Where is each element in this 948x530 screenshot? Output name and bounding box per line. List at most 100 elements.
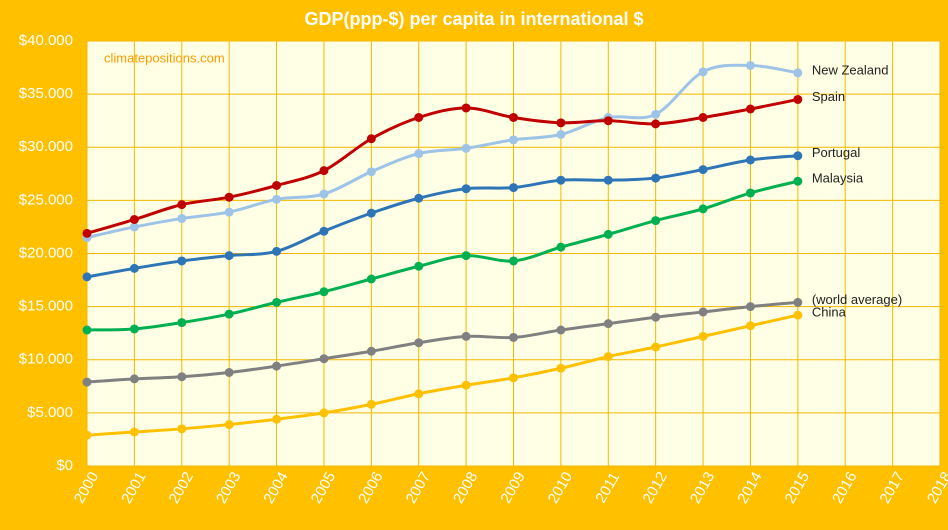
series-line <box>86 97 799 235</box>
y-tick-label: $20.000 <box>19 244 73 261</box>
data-point <box>698 165 708 175</box>
data-point <box>319 287 329 297</box>
data-point <box>556 130 566 139</box>
data-point <box>129 215 139 224</box>
data-point <box>603 319 613 329</box>
data-point <box>461 143 471 153</box>
data-point <box>461 103 471 113</box>
data-point <box>461 184 471 194</box>
data-point <box>556 363 566 373</box>
x-tick-label: 2010 <box>545 469 576 506</box>
data-point <box>366 134 376 144</box>
data-point <box>698 204 708 214</box>
y-tick-label: $40.000 <box>19 32 73 49</box>
data-point <box>556 325 566 335</box>
data-point <box>509 113 518 122</box>
series-label: (world average) <box>812 292 902 307</box>
data-point <box>509 135 518 145</box>
data-point <box>366 399 376 409</box>
data-point <box>177 213 187 223</box>
data-point <box>82 430 92 440</box>
series-label: Malaysia <box>812 171 864 186</box>
data-point <box>509 256 518 266</box>
data-point <box>366 208 376 218</box>
y-tick-label: $10.000 <box>19 351 73 368</box>
data-point <box>793 310 803 320</box>
data-point <box>745 321 755 331</box>
x-tick-label: 2013 <box>687 469 718 506</box>
data-point <box>129 374 139 384</box>
data-point <box>603 229 613 239</box>
x-tick-label: 2001 <box>118 469 149 506</box>
data-point <box>698 331 708 341</box>
data-point <box>651 312 661 322</box>
data-point <box>745 155 755 165</box>
data-point <box>651 342 661 352</box>
data-point <box>793 151 803 161</box>
data-point <box>509 373 518 383</box>
x-tick-label: 2003 <box>213 469 244 506</box>
data-point <box>414 193 424 203</box>
series-line <box>86 313 799 437</box>
data-point <box>272 246 282 256</box>
data-point <box>603 352 613 362</box>
data-point <box>177 318 187 328</box>
data-point <box>319 226 329 236</box>
data-point <box>651 109 661 119</box>
series-line <box>86 63 799 240</box>
data-point <box>556 118 566 128</box>
data-point <box>366 274 376 284</box>
data-point <box>556 242 566 252</box>
data-point <box>698 307 708 317</box>
data-point <box>414 389 424 399</box>
y-tick-label: $5.000 <box>27 404 73 421</box>
data-point <box>461 331 471 341</box>
x-tick-label: 2015 <box>782 469 813 506</box>
series-line <box>86 179 799 332</box>
y-tick-label: $25.000 <box>19 191 73 208</box>
data-point <box>414 149 424 159</box>
series-label: New Zealand <box>812 62 889 77</box>
data-point <box>272 297 282 307</box>
data-point <box>745 104 755 114</box>
data-point <box>177 424 187 434</box>
series-label: China <box>812 305 847 320</box>
x-tick-label: 2018 <box>924 469 948 506</box>
x-tick-label: 2008 <box>450 469 481 506</box>
x-tick-label: 2005 <box>308 469 339 506</box>
data-point <box>224 368 234 377</box>
data-point <box>319 408 329 418</box>
data-point <box>793 176 803 186</box>
data-point <box>414 338 424 348</box>
x-tick-label: 2012 <box>640 469 671 506</box>
data-point <box>366 167 376 177</box>
data-point <box>129 263 139 273</box>
data-point <box>319 166 329 176</box>
data-point <box>793 68 803 78</box>
data-point <box>461 380 471 390</box>
data-point <box>224 420 234 430</box>
data-point <box>414 113 424 122</box>
y-tick-label: $0 <box>56 457 73 474</box>
data-point <box>793 297 803 307</box>
y-tick-label: $30.000 <box>19 138 73 155</box>
data-point <box>366 346 376 356</box>
data-point <box>272 361 282 371</box>
data-point <box>509 332 518 342</box>
data-point <box>177 256 187 266</box>
data-point <box>129 324 139 334</box>
series-label: Portugal <box>812 145 861 160</box>
data-point <box>319 354 329 364</box>
data-point <box>745 60 755 70</box>
x-tick-label: 2004 <box>260 469 291 506</box>
y-tick-label: $35.000 <box>19 85 73 102</box>
data-point <box>414 261 424 271</box>
data-point <box>651 216 661 226</box>
x-tick-label: 2014 <box>734 469 765 506</box>
data-point <box>698 113 708 122</box>
data-point <box>793 94 803 104</box>
series-line <box>86 300 798 384</box>
data-point <box>509 183 518 193</box>
data-point <box>651 173 661 183</box>
